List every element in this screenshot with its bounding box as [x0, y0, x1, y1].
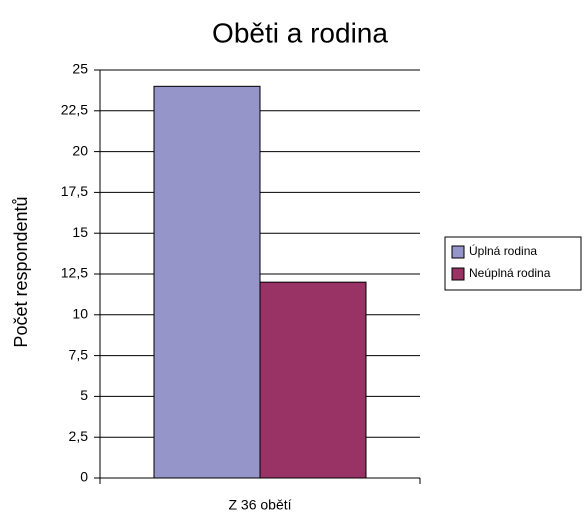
y-axis-label: Počet respondentů	[11, 196, 31, 347]
y-tick-label: 5	[80, 387, 88, 403]
y-tick-label: 22,5	[61, 102, 88, 118]
legend-label: Neúplná rodina	[469, 266, 551, 280]
y-tick-label: 10	[72, 306, 88, 322]
bar	[153, 85, 261, 479]
y-tick-label: 25	[72, 61, 88, 77]
legend-swatch	[451, 267, 465, 281]
y-tick-label: 17,5	[61, 183, 88, 199]
chart-title: Oběti a rodina	[212, 17, 388, 48]
x-tick-label: Z 36 obětí	[228, 497, 291, 513]
y-tick-label: 15	[72, 224, 88, 240]
legend-box	[444, 236, 582, 291]
y-tick-label: 12,5	[61, 265, 88, 281]
legend-label: Úplná rodina	[469, 243, 537, 258]
y-tick-label: 20	[72, 142, 88, 158]
y-tick-label: 0	[80, 469, 88, 485]
legend-swatch	[451, 245, 465, 259]
y-tick-label: 2,5	[69, 428, 89, 444]
bar	[259, 281, 367, 479]
y-tick-label: 7,5	[69, 346, 89, 362]
